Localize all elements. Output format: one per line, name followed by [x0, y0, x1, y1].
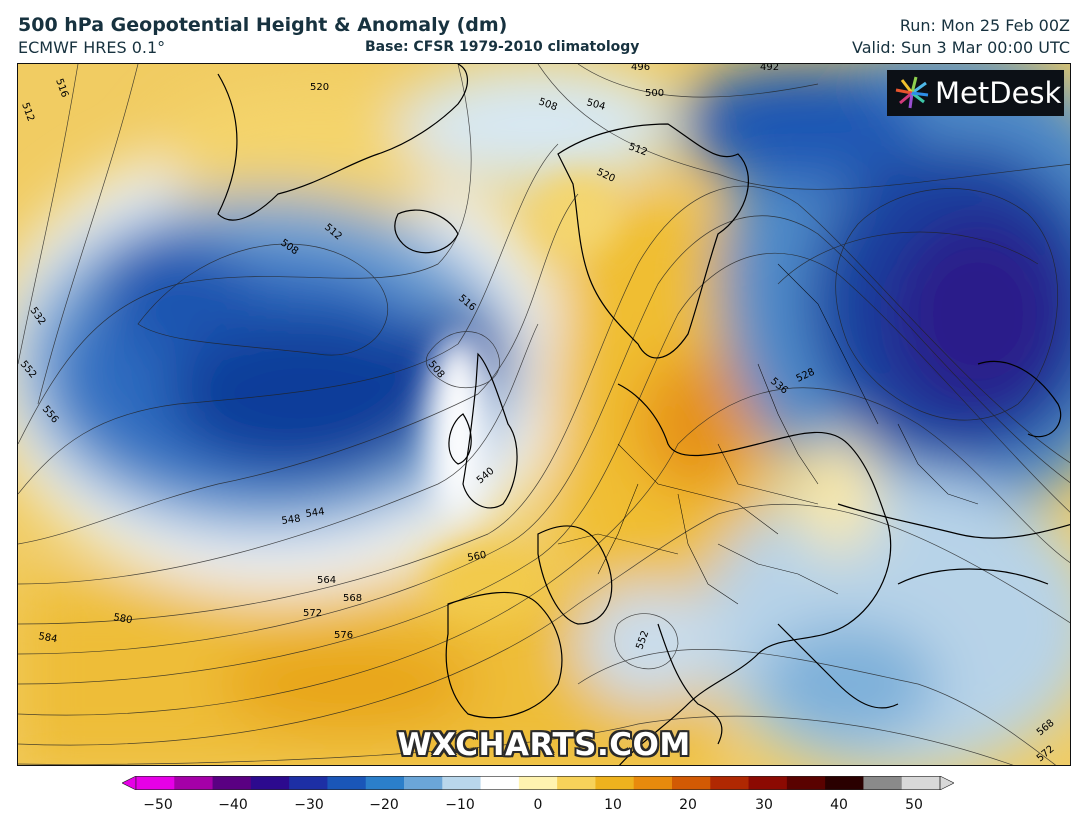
colorbar-step: [595, 776, 635, 790]
contour-label: 504: [585, 97, 606, 113]
colorbar-step: [442, 776, 482, 790]
contour-label: 520: [310, 82, 329, 93]
colorbar-min-arrow: [122, 776, 137, 790]
colorbar-tick: 30: [755, 797, 773, 813]
model-label: ECMWF HRES 0.1°: [18, 38, 166, 57]
colorbar-step: [557, 776, 596, 790]
colorbar-step: [289, 776, 328, 790]
map-canvas: 516 512 520 508 504 500 496 492 512 520 …: [18, 64, 1070, 765]
colorbar-step: [633, 776, 673, 790]
contour-label: 544: [305, 506, 325, 520]
metdesk-logo-icon: [895, 76, 929, 109]
contour-label: 564: [317, 575, 336, 586]
colorbar-step: [136, 776, 175, 790]
colorbar-tick: 10: [604, 797, 622, 813]
metdesk-logo: MetDesk: [887, 70, 1064, 116]
coastlines: [217, 64, 1070, 765]
colorbar-step: [748, 776, 788, 790]
colorbar-step: [786, 776, 826, 790]
run-time-label: Run: Mon 25 Feb 00Z: [899, 16, 1070, 35]
anomaly-field-shading: [18, 64, 1070, 765]
colorbar-step: [518, 776, 558, 790]
colorbar-tick: 0: [533, 797, 543, 813]
colorbar-step: [901, 776, 941, 790]
contour-labels: 516 512 520 508 504 500 496 492 512 520 …: [18, 64, 1057, 764]
colorbar-step: [212, 776, 252, 790]
colorbar-step: [863, 776, 903, 790]
anomaly-colorbar: [122, 776, 954, 790]
metdesk-logo-text: MetDesk: [935, 76, 1062, 110]
colorbar-tick: −40: [218, 797, 248, 813]
colorbar-step: [174, 776, 214, 790]
contour-label: 548: [281, 513, 301, 527]
anomaly-map[interactable]: 516 512 520 508 504 500 496 492 512 520 …: [17, 63, 1071, 766]
wxcharts-watermark: WXCHARTS.COM: [397, 727, 691, 763]
valid-time-label: Valid: Sun 3 Mar 00:00 UTC: [851, 38, 1070, 57]
contour-label: 568: [343, 593, 362, 604]
colorbar-step: [327, 776, 367, 790]
colorbar-step: [710, 776, 750, 790]
colorbar-tick: 50: [905, 797, 923, 813]
country-borders: [557, 263, 979, 605]
contour-label: 572: [303, 608, 322, 619]
colorbar-tick: −10: [445, 797, 475, 813]
height-contours: [18, 64, 1070, 765]
contour-label: 560: [467, 550, 488, 564]
colorbar-tick: 40: [830, 797, 848, 813]
colorbar-step: [365, 776, 405, 790]
colorbar-max-arrow: [939, 776, 954, 790]
colorbar-step: [825, 776, 864, 790]
colorbar-tick: 20: [679, 797, 697, 813]
colorbar-frame: [135, 776, 941, 790]
climatology-base-label: Base: CFSR 1979-2010 climatology: [365, 39, 640, 55]
colorbar-steps: [122, 776, 954, 790]
contour-label: 500: [645, 88, 664, 99]
contour-label: 492: [760, 64, 779, 73]
chart-title: 500 hPa Geopotential Height & Anomaly (d…: [18, 14, 508, 36]
colorbar-tick-labels: −50 −40 −30 −20 −10 0 10 20 30 40 50: [0, 797, 1088, 817]
contour-label: 580: [112, 612, 133, 626]
colorbar-step: [672, 776, 711, 790]
contour-label: 576: [334, 630, 353, 641]
colorbar-tick: −20: [369, 797, 399, 813]
colorbar-step: [250, 776, 290, 790]
contour-label: 496: [631, 64, 650, 73]
colorbar-step: [480, 776, 520, 790]
colorbar-tick: −50: [143, 797, 173, 813]
colorbar-step: [404, 776, 443, 790]
colorbar-tick: −30: [294, 797, 324, 813]
contour-label: 584: [37, 631, 58, 645]
